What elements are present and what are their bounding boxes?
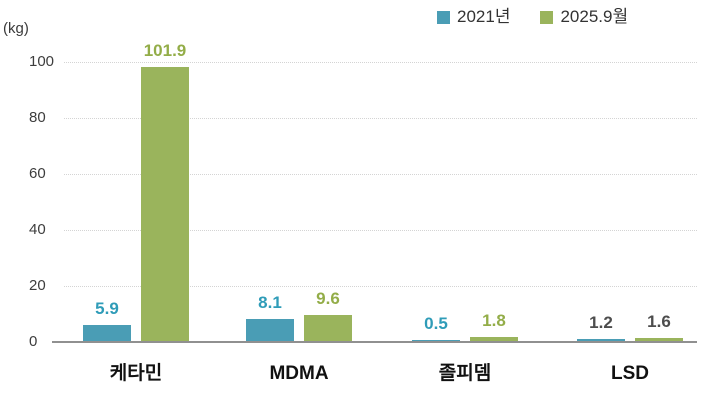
gridline bbox=[64, 230, 697, 231]
value-label: 8.1 bbox=[258, 293, 282, 313]
gridline bbox=[64, 286, 697, 287]
legend-item-2025.9월: 2025.9월 bbox=[540, 8, 628, 26]
category-label-LSD: LSD bbox=[611, 363, 649, 384]
gridline bbox=[64, 62, 697, 63]
bar-2025.9월-MDMA bbox=[304, 315, 352, 342]
y-axis-tick-label: 80 bbox=[29, 109, 46, 126]
value-label: 1.2 bbox=[589, 312, 613, 332]
legend-item-2021년: 2021년 bbox=[437, 8, 510, 26]
bar-2025.9월-졸피뎀 bbox=[470, 336, 518, 342]
x-axis-line bbox=[52, 341, 697, 343]
legend-swatch-icon bbox=[437, 10, 450, 24]
category-label-졸피뎀: 졸피뎀 bbox=[438, 363, 492, 384]
bar-2021년-LSD bbox=[577, 338, 625, 342]
value-label: 1.6 bbox=[647, 311, 671, 331]
y-axis-tick-label: 20 bbox=[29, 277, 46, 294]
y-axis-unit-label: (kg) bbox=[3, 20, 29, 37]
legend-swatch-icon bbox=[540, 10, 554, 24]
y-axis-tick-label: 60 bbox=[29, 165, 46, 182]
value-label: 5.9 bbox=[95, 299, 119, 319]
value-label: 9.6 bbox=[316, 289, 340, 309]
bar-2021년-MDMA bbox=[246, 319, 294, 342]
gridline bbox=[64, 174, 697, 175]
gridline bbox=[64, 118, 697, 119]
y-axis-tick-label: 0 bbox=[29, 333, 38, 350]
category-label-케타민: 케타민 bbox=[109, 363, 163, 384]
y-axis-tick-label: 40 bbox=[29, 221, 46, 238]
value-label: 0.5 bbox=[424, 314, 448, 333]
bar-2025.9월-LSD bbox=[635, 337, 683, 342]
legend-label: 2025.9월 bbox=[560, 7, 629, 26]
bar-2021년-케타민 bbox=[83, 325, 131, 342]
chart-legend: 2021년 2025.9월 bbox=[437, 8, 628, 26]
value-label: 101.9 bbox=[143, 41, 187, 60]
y-axis-tick-label: 100 bbox=[29, 53, 55, 70]
category-label-MDMA: MDMA bbox=[269, 363, 329, 384]
bar-2025.9월-케타민 bbox=[141, 67, 189, 342]
legend-label: 2021년 bbox=[457, 7, 511, 26]
value-label: 1.8 bbox=[482, 310, 506, 330]
